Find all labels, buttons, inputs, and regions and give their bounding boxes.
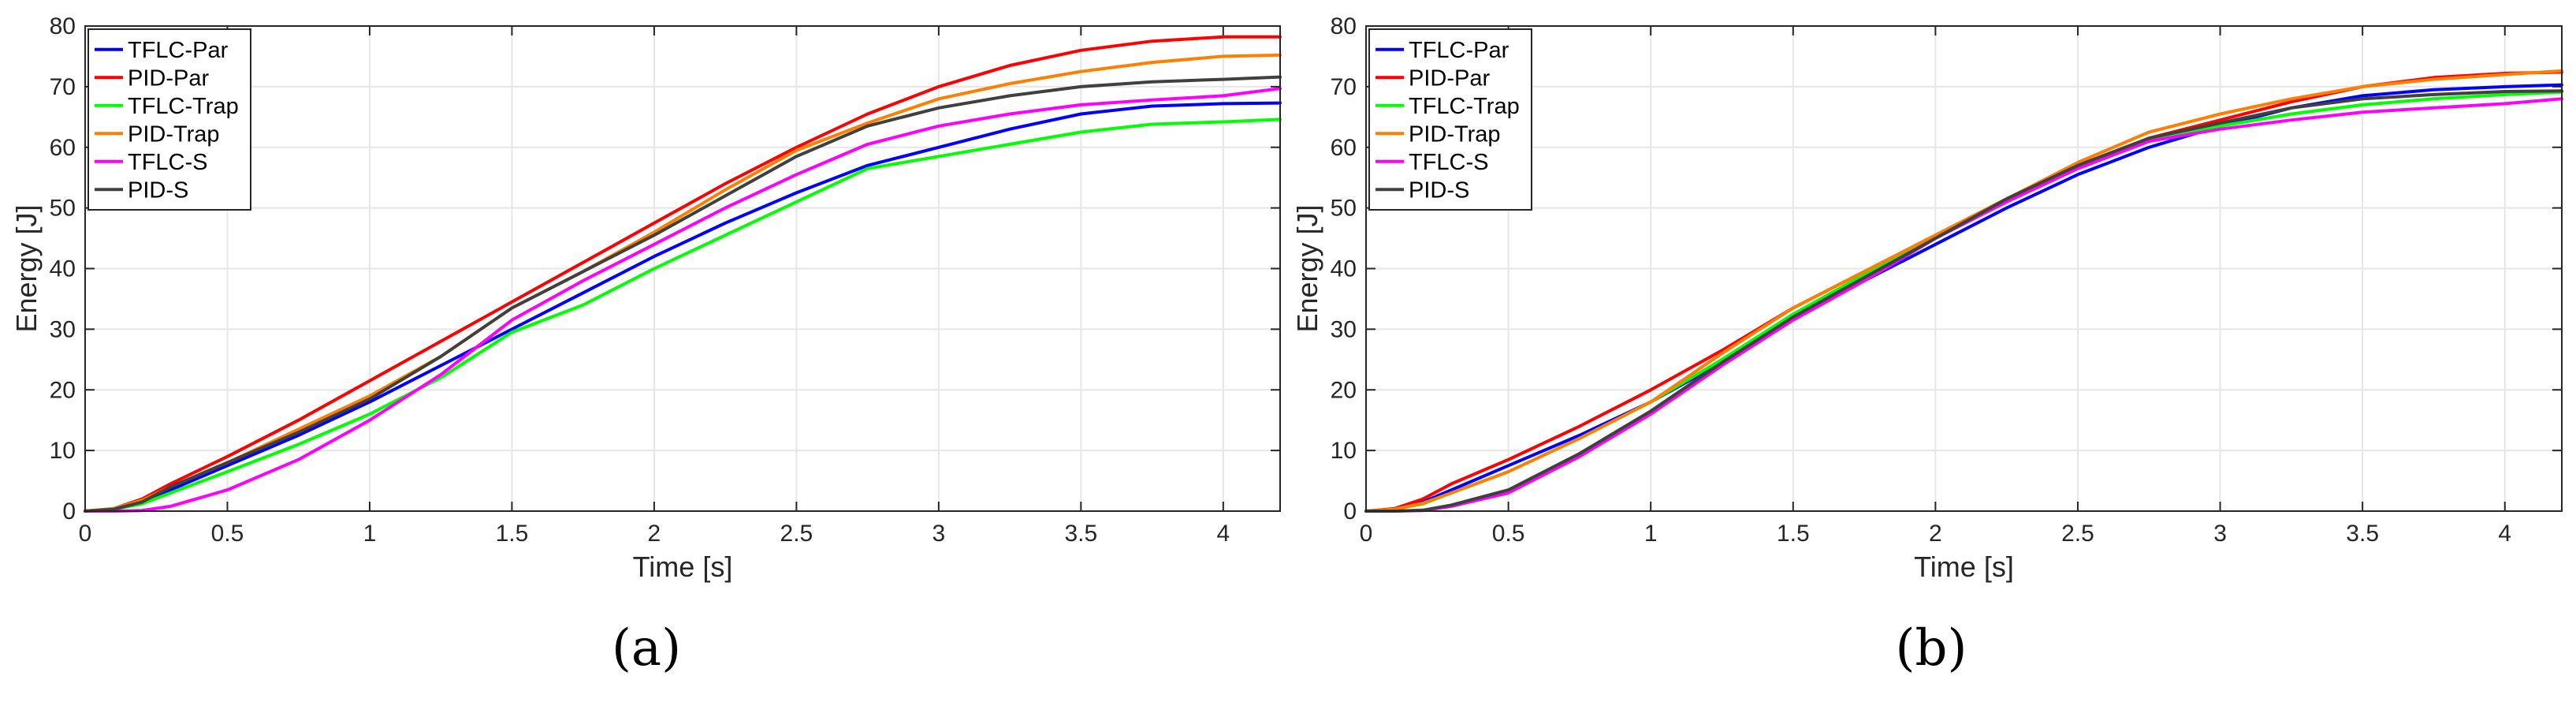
series-line-pid-s [84, 75, 1282, 513]
x-tick-label: 3 [2213, 521, 2227, 547]
y-tick-label: 20 [1331, 377, 1357, 403]
x-tick-label: 2.5 [2061, 521, 2094, 547]
series-line-pid-s [1364, 89, 2563, 513]
x-tick-label: 4 [2498, 521, 2511, 547]
y-axis-label: Energy [J] [10, 204, 43, 332]
y-tick-label: 20 [50, 377, 76, 403]
legend-label: TFLC-Trap [128, 94, 239, 119]
y-tick-label: 80 [1331, 13, 1357, 39]
x-tick-label: 0.5 [211, 521, 244, 547]
y-tick-label: 10 [50, 438, 76, 464]
x-tick-label: 3.5 [1064, 521, 1097, 547]
legend-label: PID-S [1409, 177, 1469, 203]
y-tick-label: 70 [1331, 74, 1357, 100]
legend-label: PID-S [128, 177, 188, 203]
series-line-pid-par [84, 35, 1282, 513]
x-tick-label: 1 [1644, 521, 1658, 547]
x-tick-label: 2 [648, 521, 661, 547]
x-tick-label: 1.5 [1777, 521, 1810, 547]
legend-label: TFLC-S [128, 150, 208, 175]
y-tick-label: 70 [50, 74, 76, 100]
x-tick-label: 4 [1216, 521, 1230, 547]
series-line-tflc-s [84, 87, 1282, 513]
x-tick-label: 0 [79, 521, 92, 547]
legend-label: TFLC-Par [1409, 38, 1509, 63]
x-tick-label: 0.5 [1492, 521, 1525, 547]
legend-label: TFLC-Trap [1409, 94, 1520, 119]
legend-label: PID-Trap [1409, 121, 1501, 147]
x-tick-label: 3 [932, 521, 946, 547]
x-tick-label: 1.5 [496, 521, 529, 547]
series-line-tflc-trap [84, 118, 1282, 513]
legend-box [1368, 28, 1532, 211]
y-tick-label: 0 [62, 498, 76, 525]
series-line-pid-trap [1364, 69, 2563, 513]
x-axis-label: Time [s] [1914, 551, 2014, 583]
y-tick-label: 40 [1331, 256, 1357, 282]
y-tick-label: 40 [50, 256, 76, 282]
subfigure-label: (b) [1896, 619, 1967, 678]
y-tick-label: 80 [50, 13, 76, 39]
y-tick-label: 0 [1343, 498, 1357, 525]
y-tick-label: 50 [1331, 196, 1357, 222]
x-tick-label: 3.5 [2346, 521, 2379, 547]
legend-label: PID-Trap [128, 121, 220, 147]
x-axis-label: Time [s] [633, 551, 733, 583]
y-tick-label: 50 [50, 196, 76, 222]
x-tick-label: 0 [1360, 521, 1373, 547]
subfigure-label: (a) [612, 619, 681, 678]
legend-label: TFLC-S [1409, 150, 1489, 175]
series-line-tflc-par [1364, 83, 2563, 513]
y-tick-label: 60 [50, 135, 76, 161]
y-tick-label: 10 [1331, 438, 1357, 464]
series-line-tflc-par [84, 101, 1282, 513]
y-tick-label: 60 [1331, 135, 1357, 161]
y-tick-label: 30 [1331, 316, 1357, 342]
legend-label: TFLC-Par [128, 38, 229, 63]
x-tick-label: 1 [363, 521, 377, 547]
legend-box [87, 28, 251, 211]
legend-label: PID-Par [1409, 65, 1490, 91]
x-tick-label: 2 [1929, 521, 1942, 547]
legend-label: PID-Par [128, 65, 209, 91]
y-tick-label: 30 [50, 316, 76, 342]
y-axis-label: Energy [J] [1291, 204, 1323, 332]
x-tick-label: 2.5 [780, 521, 813, 547]
